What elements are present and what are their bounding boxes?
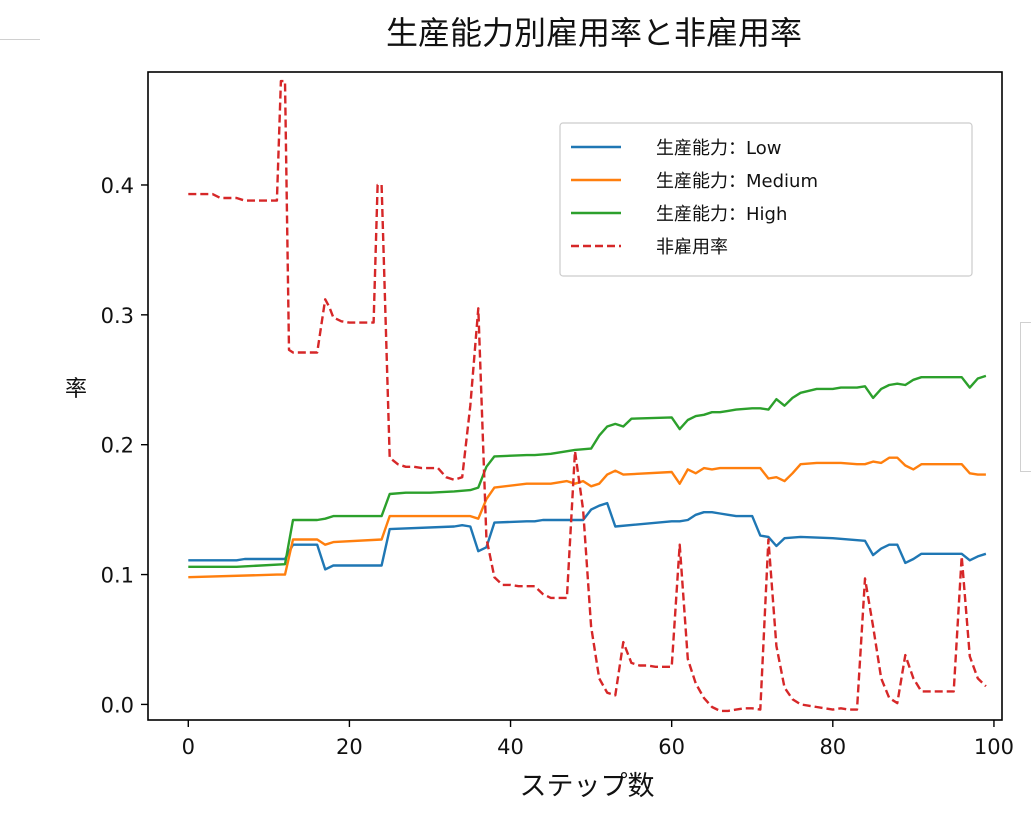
legend-label: 生産能力：High: [656, 204, 787, 225]
chart-title: 生産能力別雇用率と非雇用率: [386, 14, 802, 52]
x-tick-label: 0: [182, 735, 195, 759]
legend-box: [559, 122, 973, 277]
series-line-3: [188, 374, 987, 568]
y-tick-label: 0.2: [101, 434, 134, 458]
x-tick-label: 100: [974, 735, 1014, 759]
series-line-1: [188, 501, 987, 571]
x-tick-label: 20: [336, 735, 363, 759]
legend-label: 非雇用率: [656, 237, 728, 258]
y-tick-label: 0.3: [101, 304, 134, 328]
x-tick-label: 80: [819, 735, 846, 759]
legend-label: 生産能力：Low: [656, 138, 781, 159]
x-tick-label: 60: [658, 735, 685, 759]
y-tick-label: 0.1: [101, 564, 134, 588]
series-line-4: [188, 79, 987, 713]
window-edge-panel: [1020, 322, 1031, 472]
y-tick-label: 0.4: [101, 174, 134, 198]
series-layer: [188, 79, 987, 713]
series-line-2: [188, 456, 986, 579]
legend: 生産能力：Low 生産能力：Medium 生産能力：High 非雇用率: [559, 122, 973, 277]
legend-label: 生産能力：Medium: [656, 171, 818, 192]
x-axis-label: ステップ数: [520, 771, 655, 802]
plot-frame: [147, 71, 1003, 721]
axes: 0 20 40 60 80 100 0.0 0.1 0.2 0.3 0.4: [101, 71, 1014, 759]
window-edge-line: [0, 39, 40, 40]
y-axis-label: 率: [65, 377, 87, 402]
y-tick-label: 0.0: [101, 693, 134, 717]
x-tick-label: 40: [497, 735, 524, 759]
